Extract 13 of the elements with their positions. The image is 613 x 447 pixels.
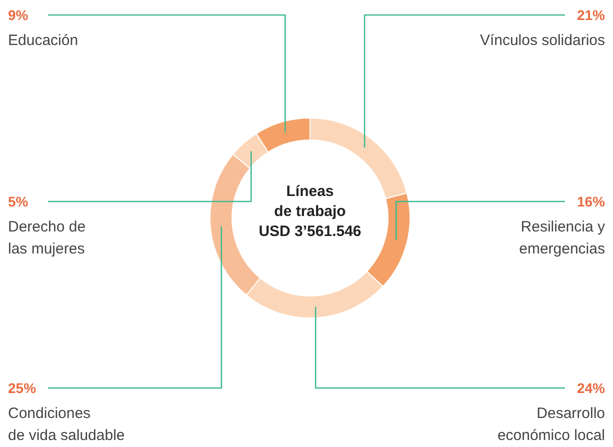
slice-label: Resiliencia y emergencias: [519, 218, 606, 258]
data-label: 25%: [8, 380, 37, 396]
slice-label: Desarrollo económico local: [497, 405, 605, 444]
data-label: 9%: [8, 7, 29, 23]
slice-label: Vínculos solidarios: [480, 32, 605, 49]
data-label: 5%: [8, 194, 29, 210]
data-label: 16%: [576, 194, 606, 210]
slice-label: Educación: [8, 32, 78, 49]
text: Líneas de trabajo USD 3’561.546: [258, 183, 362, 240]
slice-label: Condiciones de vida saludable: [8, 405, 125, 444]
data-label: 21%: [576, 7, 606, 23]
slice-label: Derecho de las mujeres: [8, 218, 86, 258]
data-label: 24%: [576, 380, 606, 396]
